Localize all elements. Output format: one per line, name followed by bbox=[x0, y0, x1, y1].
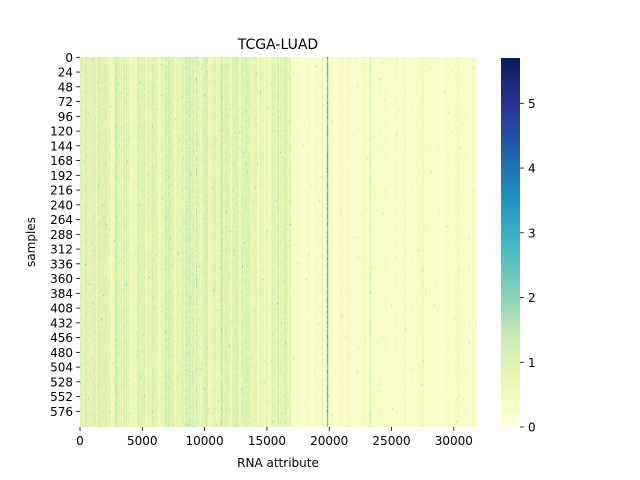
y-tick-label: 552 bbox=[50, 390, 73, 404]
y-tick-label: 0 bbox=[65, 51, 73, 65]
y-tick-label: 24 bbox=[58, 66, 73, 80]
y-tick-label: 336 bbox=[50, 257, 73, 271]
y-tick-label: 240 bbox=[50, 198, 73, 212]
x-axis: 0 5000 10000 15000 20000 25000 30000 bbox=[76, 427, 473, 448]
y-tick-label: 312 bbox=[50, 243, 73, 257]
colorbar bbox=[501, 58, 520, 427]
colorbar-tick-label: 1 bbox=[528, 356, 536, 370]
colorbar-tick-label: 4 bbox=[528, 162, 536, 176]
x-tick-label: 0 bbox=[76, 434, 84, 448]
y-tick-label: 432 bbox=[50, 316, 73, 330]
y-tick-label: 216 bbox=[50, 184, 73, 198]
y-tick-label: 168 bbox=[50, 154, 73, 168]
chart-title: TCGA-LUAD bbox=[237, 37, 318, 53]
y-tick-label: 96 bbox=[58, 110, 73, 124]
x-tick-label: 10000 bbox=[186, 434, 224, 448]
colorbar-tick-label: 0 bbox=[528, 421, 536, 435]
y-axis-label: samples bbox=[24, 217, 38, 267]
x-tick-label: 20000 bbox=[310, 434, 348, 448]
y-axis: 0244872961201441681922162402642883123363… bbox=[50, 51, 80, 419]
x-tick-label: 30000 bbox=[435, 434, 473, 448]
y-tick-label: 144 bbox=[50, 139, 73, 153]
y-tick-label: 288 bbox=[50, 228, 73, 242]
colorbar-tick-label: 5 bbox=[528, 97, 536, 111]
colorbar-tick-label: 3 bbox=[528, 226, 536, 240]
colorbar-axis: 0 1 2 3 4 5 bbox=[520, 97, 536, 435]
x-axis-label: RNA attribute bbox=[237, 456, 319, 470]
y-tick-label: 480 bbox=[50, 346, 73, 360]
x-tick-label: 15000 bbox=[248, 434, 286, 448]
y-tick-label: 456 bbox=[50, 331, 73, 345]
y-tick-label: 360 bbox=[50, 272, 73, 286]
x-tick-label: 5000 bbox=[127, 434, 158, 448]
heatmap-cells bbox=[80, 57, 477, 427]
y-tick-label: 576 bbox=[50, 405, 73, 419]
y-tick-label: 528 bbox=[50, 375, 73, 389]
y-tick-label: 120 bbox=[50, 125, 73, 139]
y-tick-label: 72 bbox=[58, 95, 73, 109]
y-tick-label: 264 bbox=[50, 213, 73, 227]
y-tick-label: 504 bbox=[50, 361, 73, 375]
y-tick-label: 408 bbox=[50, 302, 73, 316]
y-tick-label: 192 bbox=[50, 169, 73, 183]
x-tick-label: 25000 bbox=[372, 434, 410, 448]
y-tick-label: 384 bbox=[50, 287, 73, 301]
colorbar-tick-label: 2 bbox=[528, 291, 536, 305]
y-tick-label: 48 bbox=[58, 80, 73, 94]
